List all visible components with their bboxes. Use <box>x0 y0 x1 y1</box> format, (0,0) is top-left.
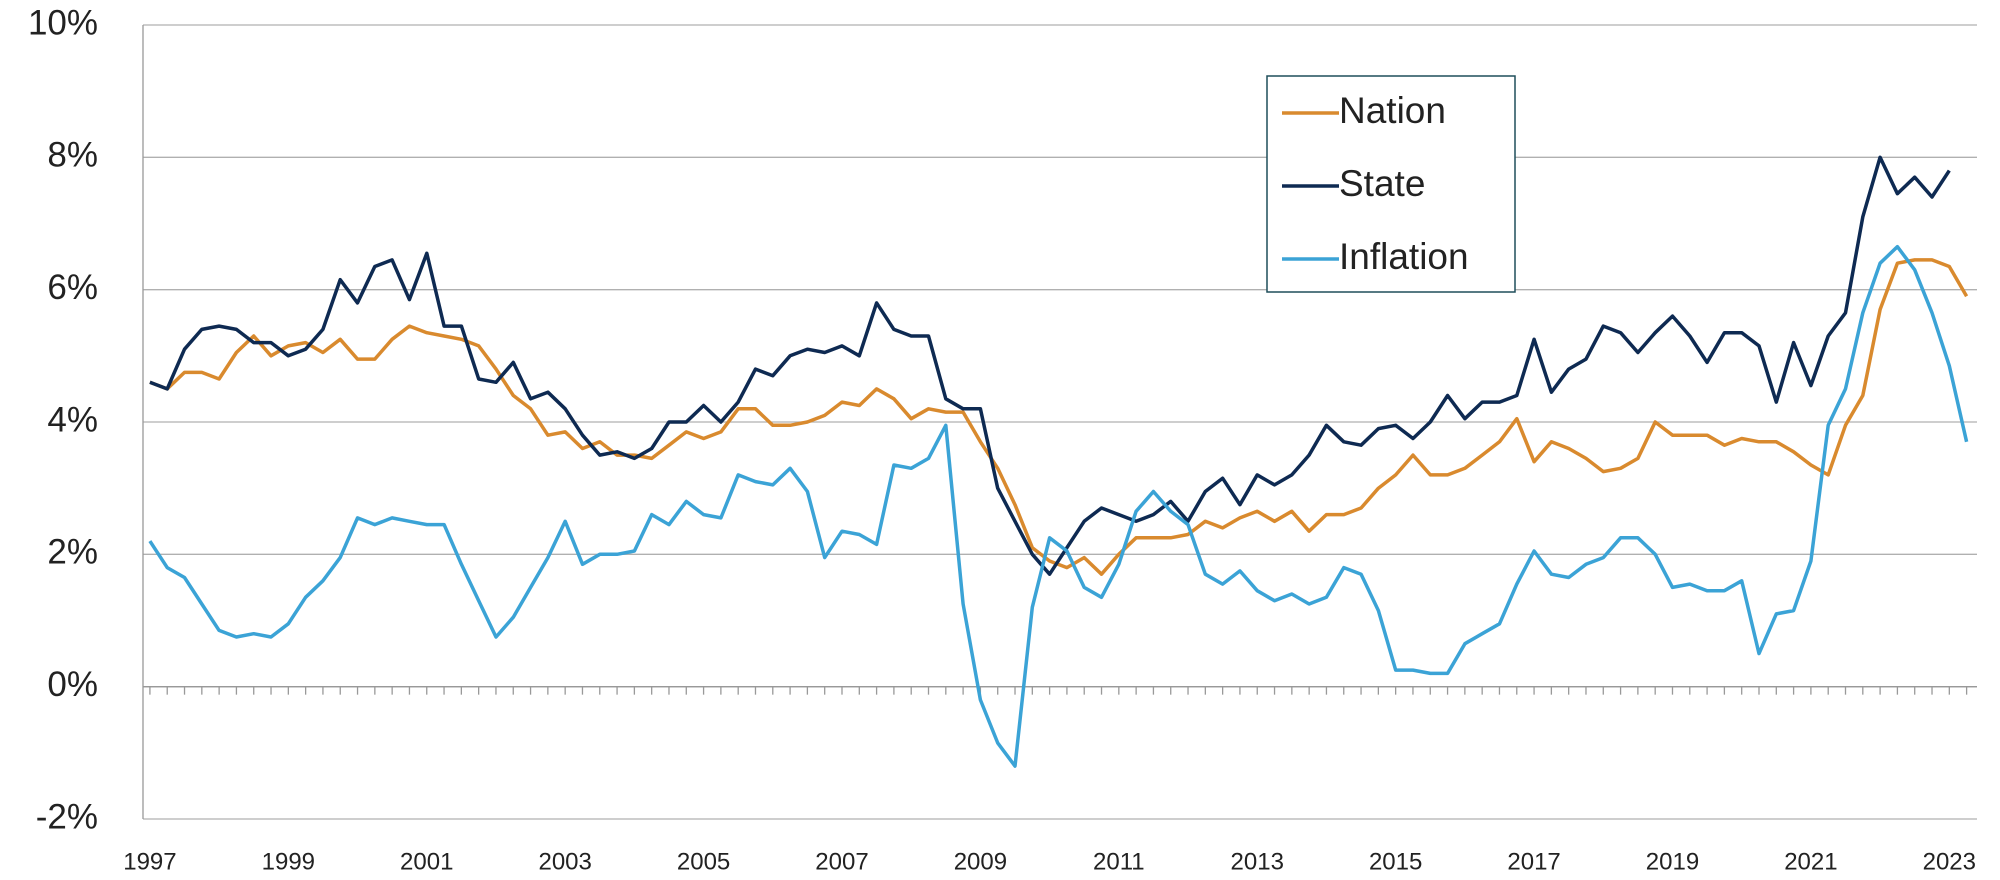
x-tick-label: 2007 <box>815 848 868 875</box>
x-tick-label: 1997 <box>123 848 176 875</box>
x-tick-label: 2021 <box>1784 848 1837 875</box>
legend-label: Inflation <box>1339 236 1469 277</box>
legend-label: Nation <box>1339 90 1446 131</box>
x-tick-label: 2013 <box>1231 848 1284 875</box>
y-tick-label: 4% <box>47 400 98 439</box>
x-tick-label: 1999 <box>262 848 315 875</box>
legend-label: State <box>1339 163 1425 204</box>
x-tick-label: 2003 <box>538 848 591 875</box>
y-tick-label: 8% <box>47 136 98 175</box>
x-tick-label: 2017 <box>1507 848 1560 875</box>
y-tick-label: 2% <box>47 533 98 572</box>
x-tick-label: 2015 <box>1369 848 1422 875</box>
y-tick-label: 6% <box>47 268 98 307</box>
series-line <box>149 155 1951 576</box>
y-tick-label: 10% <box>28 3 98 42</box>
series-line <box>149 258 1969 576</box>
x-tick-label: 2009 <box>954 848 1007 875</box>
x-tick-label: 2019 <box>1646 848 1699 875</box>
x-tick-label: 2005 <box>677 848 730 875</box>
x-tick-label: 2001 <box>400 848 453 875</box>
x-tick-label: 2023 <box>1923 848 1976 875</box>
x-tick-label: 2011 <box>1093 848 1145 875</box>
y-tick-label: -2% <box>36 797 98 836</box>
y-tick-label: 0% <box>47 665 98 704</box>
series-line <box>148 244 1969 768</box>
